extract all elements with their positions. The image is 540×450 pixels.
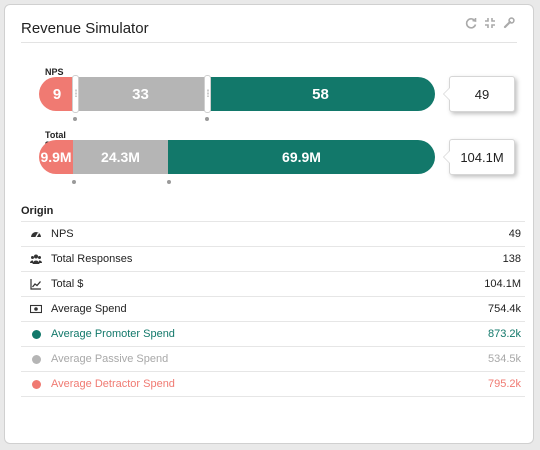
origin-row-label: Average Passive Spend: [51, 353, 169, 365]
card-title: Revenue Simulator: [21, 20, 149, 37]
total-result-box: 104.1M: [443, 139, 515, 175]
origin-row-label: Total Responses: [51, 253, 133, 265]
origin-heading: Origin: [21, 205, 54, 217]
wrench-icon[interactable]: [503, 17, 515, 29]
line-chart-icon: [30, 278, 42, 290]
total-promoter-segment: 69.9M: [168, 140, 435, 174]
nps-promoter-segment: 58: [206, 77, 435, 111]
total-bar: 9.9M 24.3M 69.9M: [39, 140, 435, 174]
origin-row-nps: NPS 49: [21, 221, 525, 246]
total-detractor-marker[interactable]: [72, 180, 76, 184]
gauge-icon: [30, 228, 42, 240]
card-tools: [465, 17, 515, 29]
total-passive-segment: 24.3M: [73, 140, 168, 174]
nps-result-box: 49: [443, 76, 515, 112]
origin-row-passive-spend: Average Passive Spend 534.5k: [21, 346, 525, 371]
collapse-icon[interactable]: [484, 17, 496, 29]
origin-row-value: 754.4k: [487, 303, 521, 315]
nps-promoter-handle[interactable]: [204, 75, 211, 113]
revenue-simulator-card: Revenue Simulator NPS 9 33 58 49 Total $: [4, 4, 534, 444]
nps-detractor-marker: [73, 117, 77, 121]
origin-row-value: 49: [508, 228, 521, 240]
origin-row-detractor-spend: Average Detractor Spend 795.2k: [21, 371, 525, 397]
origin-row-label: Average Spend: [51, 303, 127, 315]
title-divider: [21, 42, 517, 43]
origin-row-label: Average Detractor Spend: [51, 378, 175, 390]
origin-row-label: NPS: [51, 228, 74, 240]
origin-row-average-spend: Average Spend 754.4k: [21, 296, 525, 321]
origin-row-value: 534.5k: [487, 353, 521, 365]
money-icon: [30, 303, 42, 315]
promoter-dot-icon: [30, 328, 42, 340]
nps-bar: 9 33 58: [39, 77, 435, 111]
detractor-dot-icon: [30, 378, 42, 390]
origin-row-value: 795.2k: [487, 378, 521, 390]
nps-slider-label: NPS: [45, 67, 64, 77]
nps-detractor-segment: 9: [39, 77, 75, 111]
passive-dot-icon: [30, 353, 42, 365]
origin-row-value: 873.2k: [487, 328, 521, 340]
origin-row-value: 138: [502, 253, 521, 265]
refresh-icon[interactable]: [465, 17, 477, 29]
users-icon: [30, 253, 42, 265]
origin-row-total-responses: Total Responses 138: [21, 246, 525, 271]
nps-detractor-handle[interactable]: [72, 75, 79, 113]
nps-promoter-marker: [205, 117, 209, 121]
total-promoter-marker[interactable]: [167, 180, 171, 184]
origin-row-promoter-spend: Average Promoter Spend 873.2k: [21, 321, 525, 346]
origin-row-label: Average Promoter Spend: [51, 328, 175, 340]
total-detractor-segment: 9.9M: [39, 140, 73, 174]
origin-row-value: 104.1M: [484, 278, 521, 290]
origin-row-label: Total $: [51, 278, 84, 290]
nps-passive-segment: 33: [75, 77, 206, 111]
origin-table: NPS 49 Total Responses 138 Total $ 104.1…: [21, 221, 525, 397]
origin-row-total-dollars: Total $ 104.1M: [21, 271, 525, 296]
